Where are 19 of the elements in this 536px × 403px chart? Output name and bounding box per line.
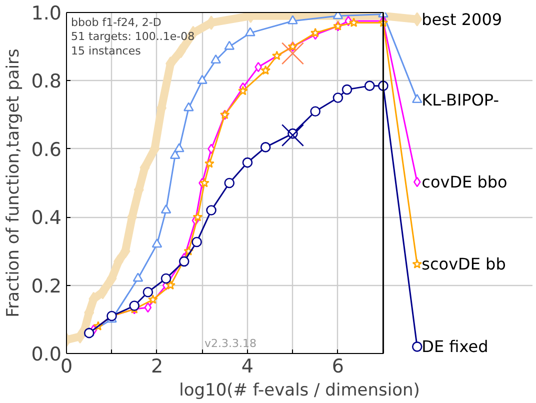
series-label: scovDE bb xyxy=(422,254,506,274)
y-tick-label: 0.4 xyxy=(31,207,62,230)
series-label: DE fixed xyxy=(422,337,488,356)
annotation: bbob f1-f24, 2-D 51 targets: 100..1e-08 15 instances xyxy=(71,16,195,58)
series-label: covDE bbo xyxy=(422,172,508,192)
y-tick-label: 0.2 xyxy=(31,275,62,298)
y-tick-label: 0.0 xyxy=(31,344,62,366)
annotation: v2.3.3.18 xyxy=(204,337,257,350)
series-label: KL-BIPOP- xyxy=(422,90,499,110)
x-tick-label: 6 xyxy=(332,356,344,378)
x-tick-label: 0 xyxy=(60,356,73,378)
x-tick-label: 4 xyxy=(241,356,254,378)
y-tick-label: 0.6 xyxy=(31,138,62,161)
x-axis-title: log10(# f-evals / dimension) xyxy=(179,380,420,400)
y-axis-title: Fraction of function,target pairs xyxy=(3,48,24,318)
y-tick-label: 1.0 xyxy=(31,2,62,24)
x-tick-label: 2 xyxy=(150,356,164,378)
series-label: best 2009 xyxy=(422,10,502,29)
y-tick-label: 0.8 xyxy=(31,70,62,93)
